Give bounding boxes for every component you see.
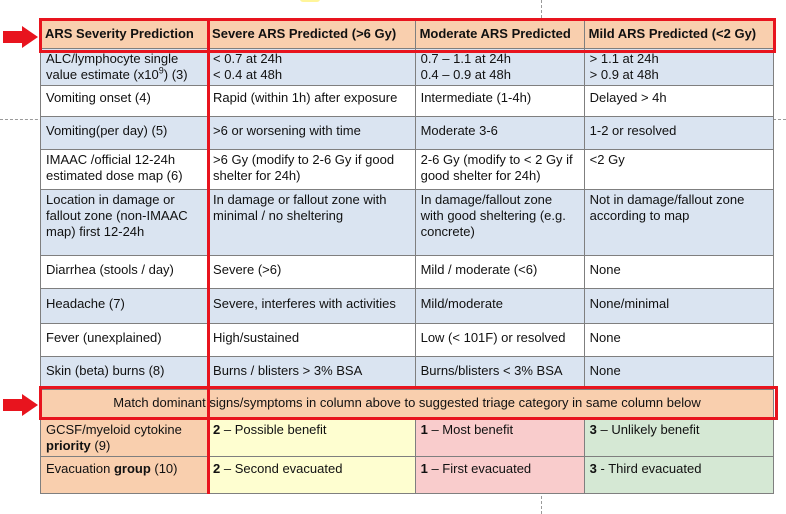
severe-cell: 2 – Possible benefit (207, 419, 416, 457)
moderate-cell: 0.7 – 1.1 at 24h 0.4 – 0.9 at 48h (414, 48, 585, 86)
priority-text: – Most benefit (427, 422, 514, 437)
table-row: IMAAC /official 12-24h estimated dose ma… (39, 149, 775, 190)
match-note-row: Match dominant signs/symptoms in column … (40, 389, 774, 420)
row-label-line: Evacuation (46, 461, 114, 476)
header-severe: Severe ARS Predicted (>6 Gy) (207, 19, 416, 49)
group-text: – First evacuated (427, 461, 532, 476)
severe-cell: In damage or fallout zone with minimal /… (207, 189, 416, 256)
header-moderate: Moderate ARS Predicted (414, 19, 585, 49)
group-number: 3 (589, 461, 597, 476)
moderate-cell: In damage/fallout zone with good shelter… (414, 189, 585, 256)
table-row: ALC/lymphocyte single value estimate (x1… (39, 48, 775, 86)
severe-cell: Burns / blisters > 3% BSA (207, 356, 416, 390)
row-label: Diarrhea (stools / day) (39, 255, 209, 289)
row-label: Fever (unexplained) (39, 323, 209, 357)
table-row: Location in damage or fallout zone (non-… (39, 189, 775, 256)
table-row: Headache (7) Severe, interferes with act… (39, 288, 775, 324)
mild-cell: None (583, 255, 775, 289)
severe-cell: Severe (>6) (207, 255, 416, 289)
moderate-cell: 1 – First evacuated (414, 456, 585, 494)
triage-row-gcsf: GCSF/myeloid cytokine priority (9) 2 – P… (39, 419, 775, 457)
row-label: ALC/lymphocyte single value estimate (x1… (39, 48, 209, 86)
moderate-cell: Moderate 3-6 (414, 116, 585, 150)
row-label: Location in damage or fallout zone (non-… (39, 189, 209, 256)
table-row: Fever (unexplained) High/sustained Low (… (39, 323, 775, 357)
severe-cell: Rapid (within 1h) after exposure (207, 85, 416, 117)
right-arrow-icon (3, 26, 38, 48)
mild-cell: None (583, 356, 775, 390)
row-label-line: value estimate (x10 (46, 67, 159, 82)
moderate-cell: Intermediate (1-4h) (414, 85, 585, 117)
priority-text: – Unlikely benefit (596, 422, 700, 437)
row-label-line: ) (3) (163, 67, 188, 82)
severe-cell: Severe, interferes with activities (207, 288, 416, 324)
mild-cell: Delayed > 4h (583, 85, 775, 117)
table-row: Diarrhea (stools / day) Severe (>6) Mild… (39, 255, 775, 289)
mild-cell: 3 – Unlikely benefit (583, 419, 775, 457)
row-label: Headache (7) (39, 288, 209, 324)
mild-cell: None (583, 323, 775, 357)
priority-number: 1 (420, 422, 428, 437)
row-label-line: ALC/lymphocyte single (46, 51, 179, 66)
row-label-line: (10) (150, 461, 178, 476)
cell-line: > 0.9 at 48h (589, 67, 659, 82)
moderate-cell: 2-6 Gy (modify to < 2 Gy if good shelter… (414, 149, 585, 190)
mild-cell: None/minimal (583, 288, 775, 324)
right-arrow-icon (3, 394, 38, 416)
superscript: 9 (158, 65, 164, 76)
table-row: Vomiting(per day) (5) >6 or worsening wi… (39, 116, 775, 150)
group-text: – Second evacuated (220, 461, 343, 476)
severe-cell: < 0.7 at 24h < 0.4 at 48h (207, 48, 416, 86)
table-row: Skin (beta) burns (8) Burns / blisters >… (39, 356, 775, 390)
moderate-cell: Burns/blisters < 3% BSA (414, 356, 585, 390)
row-label: Vomiting onset (4) (39, 85, 209, 117)
header-ars-severity: ARS Severity Prediction (39, 19, 209, 49)
moderate-cell: Mild / moderate (<6) (414, 255, 585, 289)
cell-line: < 0.7 at 24h (213, 51, 283, 66)
table-row: Vomiting onset (4) Rapid (within 1h) aft… (39, 85, 775, 117)
row-label-bold: priority (46, 438, 91, 453)
mild-cell: Not in damage/fallout zone according to … (583, 189, 775, 256)
cell-line: > 1.1 at 24h (589, 51, 659, 66)
cell-line: 0.7 – 1.1 at 24h (420, 51, 511, 66)
mild-cell: 1-2 or resolved (583, 116, 775, 150)
group-number: 2 (213, 461, 221, 476)
group-number: 1 (420, 461, 428, 476)
triage-row-evacuation: Evacuation group (10) 2 – Second evacuat… (39, 456, 775, 494)
priority-text: – Possible benefit (220, 422, 327, 437)
highlight-fragment (300, 0, 320, 2)
severe-cell: High/sustained (207, 323, 416, 357)
severe-cell: >6 or worsening with time (207, 116, 416, 150)
moderate-cell: Mild/moderate (414, 288, 585, 324)
row-label-line: GCSF/myeloid cytokine (46, 422, 182, 437)
moderate-cell: Low (< 101F) or resolved (414, 323, 585, 357)
match-note: Match dominant signs/symptoms in column … (40, 389, 774, 420)
cell-line: 0.4 – 0.9 at 48h (420, 67, 511, 82)
group-text: - Third evacuated (596, 461, 702, 476)
row-label-bold: group (113, 461, 151, 476)
row-label-line: (9) (90, 438, 111, 453)
row-label: IMAAC /official 12-24h estimated dose ma… (39, 149, 209, 190)
priority-number: 3 (589, 422, 597, 437)
header-row: ARS Severity Prediction Severe ARS Predi… (39, 19, 775, 49)
severe-cell: >6 Gy (modify to 2-6 Gy if good shelter … (207, 149, 416, 190)
mild-cell: <2 Gy (583, 149, 775, 190)
row-label: GCSF/myeloid cytokine priority (9) (39, 419, 209, 457)
moderate-cell: 1 – Most benefit (414, 419, 585, 457)
mild-cell: > 1.1 at 24h > 0.9 at 48h (583, 48, 775, 86)
mild-cell: 3 - Third evacuated (583, 456, 775, 494)
ars-triage-table: ARS Severity Prediction Severe ARS Predi… (39, 19, 775, 494)
row-label: Evacuation group (10) (39, 456, 209, 494)
row-label: Skin (beta) burns (8) (39, 356, 209, 390)
cell-line: < 0.4 at 48h (213, 67, 283, 82)
row-label: Vomiting(per day) (5) (39, 116, 209, 150)
severe-cell: 2 – Second evacuated (207, 456, 416, 494)
priority-number: 2 (213, 422, 221, 437)
header-mild: Mild ARS Predicted (<2 Gy) (583, 19, 775, 49)
